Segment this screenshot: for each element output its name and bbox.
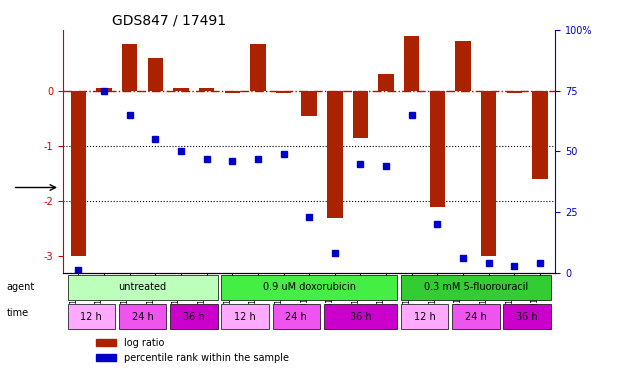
Text: GDS847 / 17491: GDS847 / 17491 bbox=[112, 13, 227, 27]
Bar bbox=[97, 88, 112, 91]
Text: 0.3 mM 5-fluorouracil: 0.3 mM 5-fluorouracil bbox=[423, 282, 528, 292]
Text: 24 h: 24 h bbox=[132, 312, 153, 321]
Bar bbox=[273, 304, 320, 328]
Bar bbox=[532, 91, 548, 179]
Bar bbox=[148, 58, 163, 91]
Bar bbox=[119, 304, 167, 328]
Bar bbox=[430, 91, 445, 207]
Bar bbox=[199, 88, 215, 91]
Bar bbox=[379, 74, 394, 91]
Text: 36 h: 36 h bbox=[516, 312, 538, 321]
Text: 24 h: 24 h bbox=[285, 312, 307, 321]
Bar bbox=[221, 304, 269, 328]
Bar bbox=[327, 91, 343, 218]
Text: 0.9 uM doxorubicin: 0.9 uM doxorubicin bbox=[262, 282, 356, 292]
Text: 12 h: 12 h bbox=[234, 312, 256, 321]
Legend: log ratio, percentile rank within the sample: log ratio, percentile rank within the sa… bbox=[93, 334, 293, 367]
Text: 12 h: 12 h bbox=[414, 312, 435, 321]
Text: 36 h: 36 h bbox=[183, 312, 204, 321]
Bar bbox=[122, 44, 138, 91]
Bar bbox=[404, 36, 420, 91]
Bar bbox=[507, 91, 522, 93]
Bar bbox=[68, 304, 115, 328]
Bar bbox=[71, 91, 86, 256]
Text: time: time bbox=[6, 308, 28, 318]
Text: agent: agent bbox=[6, 282, 35, 292]
Bar bbox=[302, 91, 317, 116]
Text: 36 h: 36 h bbox=[350, 312, 371, 321]
Bar bbox=[251, 44, 266, 91]
Bar bbox=[401, 275, 551, 300]
Bar bbox=[481, 91, 497, 256]
Text: untreated: untreated bbox=[119, 282, 167, 292]
Bar bbox=[170, 304, 218, 328]
Bar bbox=[276, 91, 292, 93]
Bar bbox=[221, 275, 397, 300]
Text: 12 h: 12 h bbox=[80, 312, 102, 321]
Bar bbox=[452, 304, 500, 328]
Bar bbox=[174, 88, 189, 91]
Text: 24 h: 24 h bbox=[465, 312, 487, 321]
Bar bbox=[225, 91, 240, 93]
Bar bbox=[324, 304, 397, 328]
Bar bbox=[504, 304, 551, 328]
Bar bbox=[353, 91, 368, 138]
Bar bbox=[456, 41, 471, 91]
Bar bbox=[68, 275, 218, 300]
Bar bbox=[401, 304, 448, 328]
